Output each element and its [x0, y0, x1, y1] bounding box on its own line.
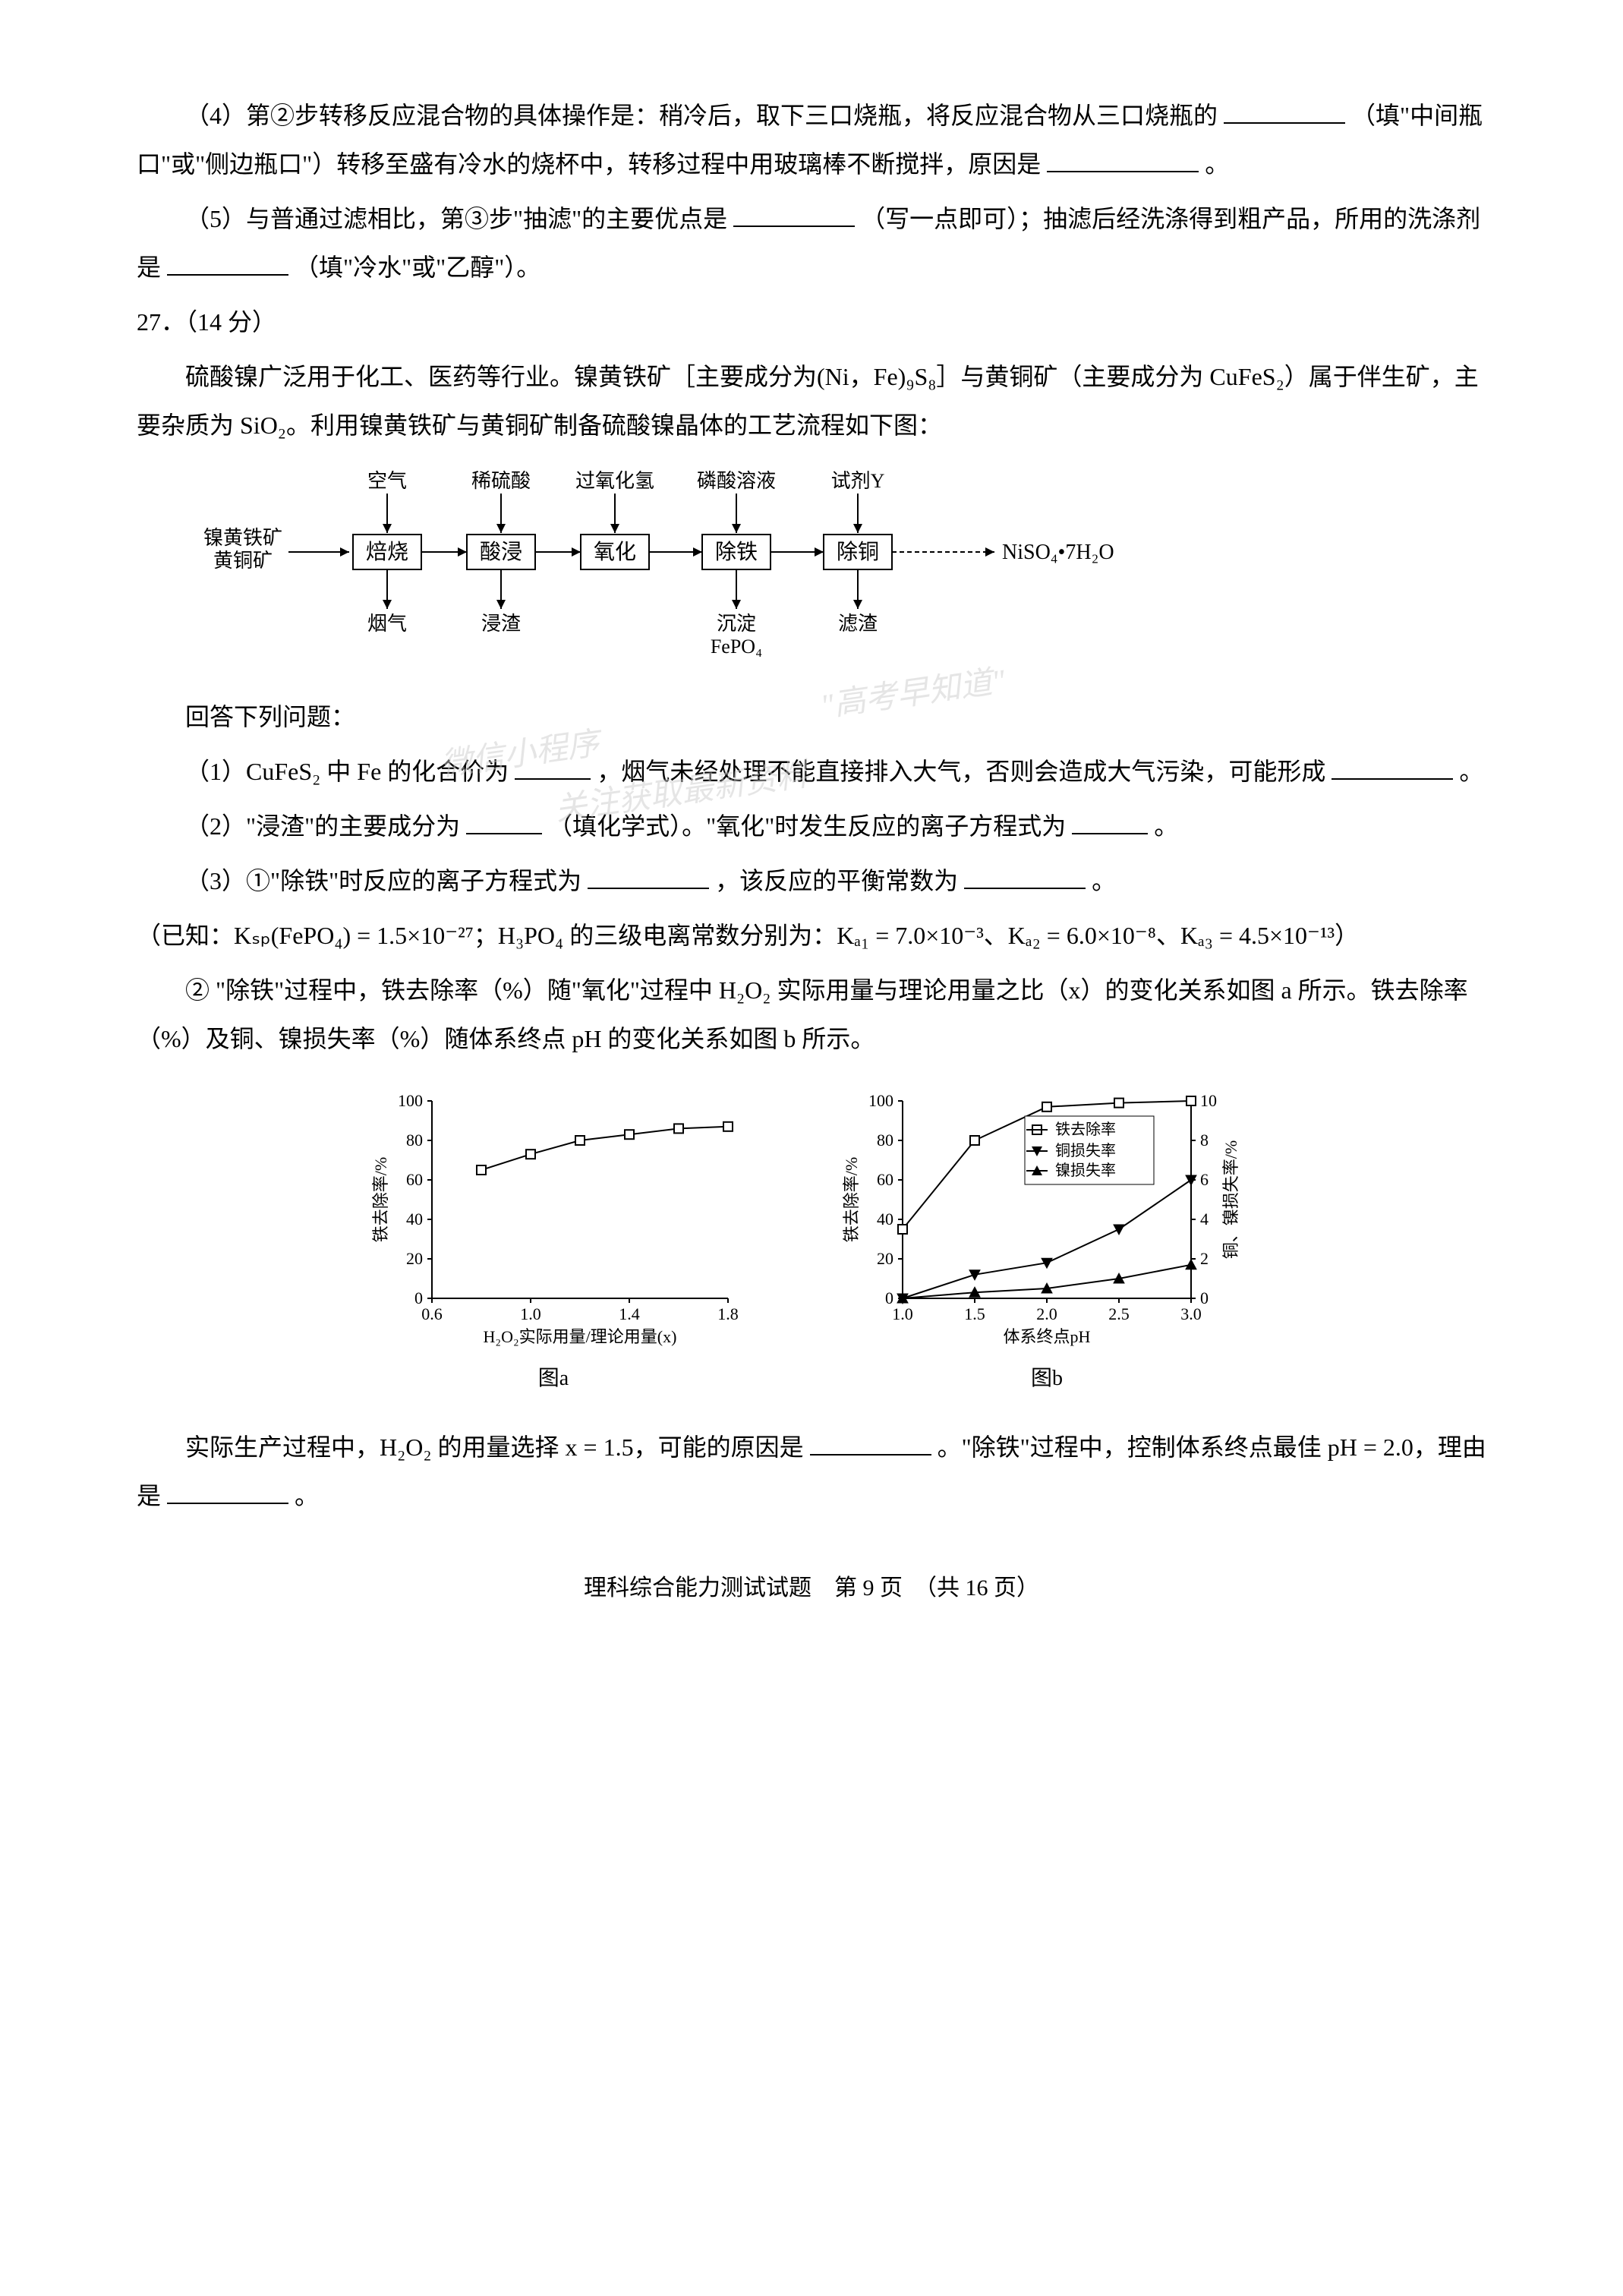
- svg-text:稀硫酸: 稀硫酸: [471, 470, 531, 492]
- svg-text:NiSO₄•7H₂O: NiSO₄•7H₂O: [1002, 541, 1114, 564]
- svg-text:烟气: 烟气: [367, 613, 407, 635]
- svg-text:1.8: 1.8: [717, 1304, 739, 1323]
- chart-b: 02040608010002468101.01.52.02.53.0铁去除率铜损…: [834, 1086, 1259, 1400]
- svg-text:试剂Y: 试剂Y: [831, 470, 885, 492]
- svg-text:H₂O₂实际用量/理论用量(x): H₂O₂实际用量/理论用量(x): [484, 1327, 677, 1346]
- blank: [515, 755, 591, 780]
- text: 。: [295, 1482, 319, 1509]
- chart-a-svg: 0204060801000.61.01.41.8铁去除率/%H₂O₂实际用量/理…: [364, 1086, 743, 1351]
- q27-answer-prompt: 回答下列问题：: [137, 692, 1486, 741]
- svg-text:1.5: 1.5: [964, 1304, 985, 1323]
- text: 实际生产过程中，H₂O₂ 的用量选择 x = 1.5，可能的原因是: [185, 1433, 804, 1461]
- svg-text:80: 80: [406, 1131, 423, 1150]
- text: （2）"浸渣"的主要成分为: [185, 812, 460, 840]
- q27-header: 27．（14 分）: [137, 298, 1486, 346]
- svg-text:沉淀: 沉淀: [717, 613, 756, 635]
- svg-text:黄铜矿: 黄铜矿: [213, 550, 273, 572]
- q27-sub1: （1）CuFeS₂ 中 Fe 的化合价为 ，烟气未经处理不能直接排入大气，否则会…: [137, 747, 1486, 796]
- svg-text:FePO₄: FePO₄: [711, 636, 762, 658]
- text: （填化学式）。"氧化"时发生反应的离子方程式为: [548, 812, 1066, 840]
- blank: [1224, 99, 1345, 124]
- svg-text:除铁: 除铁: [715, 540, 758, 564]
- blank: [1047, 148, 1199, 172]
- q27-sub3-2b: 实际生产过程中，H₂O₂ 的用量选择 x = 1.5，可能的原因是 。"除铁"过…: [137, 1423, 1486, 1520]
- process-flowchart: 空气 稀硫酸 过氧化氢 磷酸溶液 试剂Y 镍黄铁矿 黄铜矿 焙烧: [137, 465, 1486, 677]
- text: 。: [1205, 150, 1229, 178]
- flowchart-svg: 空气 稀硫酸 过氧化氢 磷酸溶液 试剂Y 镍黄铁矿 黄铜矿 焙烧: [137, 465, 1199, 677]
- svg-text:60: 60: [406, 1170, 423, 1189]
- q27-sub3-known: （已知：Kₛₚ(FePO₄) = 1.5×10⁻²⁷；H₃PO₄ 的三级电离常数…: [137, 911, 1486, 960]
- svg-text:1.0: 1.0: [520, 1304, 541, 1323]
- svg-text:焙烧: 焙烧: [366, 540, 408, 564]
- text: （3）①"除铁"时反应的离子方程式为: [185, 867, 581, 894]
- svg-text:80: 80: [877, 1131, 893, 1150]
- svg-text:铜、镍损失率/%: 铜、镍损失率/%: [1221, 1140, 1240, 1259]
- q-prev-5: （5）与普通过滤相比，第③步"抽滤"的主要优点是 （写一点即可）；抽滤后经洗涤得…: [137, 194, 1486, 292]
- charts-container: 0204060801000.61.01.41.8铁去除率/%H₂O₂实际用量/理…: [137, 1086, 1486, 1400]
- svg-text:2.5: 2.5: [1108, 1304, 1130, 1323]
- svg-text:磷酸溶液: 磷酸溶液: [697, 470, 776, 492]
- svg-text:8: 8: [1200, 1131, 1209, 1150]
- text: 。: [1154, 812, 1178, 840]
- svg-text:镍损失率: 镍损失率: [1055, 1162, 1116, 1179]
- svg-text:1.0: 1.0: [892, 1304, 913, 1323]
- q27-sub3-1: （3）①"除铁"时反应的离子方程式为 ，该反应的平衡常数为 。: [137, 856, 1486, 905]
- svg-text:3.0: 3.0: [1180, 1304, 1202, 1323]
- svg-text:6: 6: [1200, 1170, 1209, 1189]
- svg-text:镍黄铁矿: 镍黄铁矿: [203, 527, 282, 549]
- svg-text:40: 40: [877, 1210, 893, 1228]
- blank: [964, 865, 1086, 889]
- svg-text:体系终点pH: 体系终点pH: [1004, 1327, 1091, 1346]
- svg-text:2.0: 2.0: [1036, 1304, 1057, 1323]
- svg-text:铁去除率/%: 铁去除率/%: [371, 1157, 390, 1242]
- page-footer: 理科综合能力测试试题 第 9 页 （共 16 页）: [137, 1566, 1486, 1611]
- svg-text:过氧化氢: 过氧化氢: [575, 470, 654, 492]
- text: （5）与普通过滤相比，第③步"抽滤"的主要优点是: [185, 205, 727, 232]
- text: （填"冷水"或"乙醇"）。: [295, 254, 540, 281]
- text: （4）第②步转移反应混合物的具体操作是：稍冷后，取下三口烧瓶，将反应混合物从三口…: [185, 102, 1218, 129]
- svg-text:空气: 空气: [367, 470, 407, 492]
- text: ，该反应的平衡常数为: [715, 867, 958, 894]
- blank: [167, 1480, 288, 1504]
- svg-text:氧化: 氧化: [594, 540, 636, 564]
- text: （1）CuFeS₂ 中 Fe 的化合价为: [185, 758, 509, 785]
- chart-a-caption: 图a: [364, 1358, 743, 1400]
- svg-text:20: 20: [877, 1249, 893, 1268]
- svg-text:浸渣: 浸渣: [481, 613, 521, 635]
- text: 。: [1459, 758, 1483, 785]
- q27-sub3-2a: ② "除铁"过程中，铁去除率（%）随"氧化"过程中 H₂O₂ 实际用量与理论用量…: [137, 966, 1486, 1063]
- svg-text:除铜: 除铜: [837, 540, 879, 564]
- blank: [1331, 755, 1453, 780]
- svg-text:铁去除率: 铁去除率: [1055, 1121, 1116, 1138]
- svg-text:60: 60: [877, 1170, 893, 1189]
- blank: [167, 251, 288, 276]
- svg-text:酸浸: 酸浸: [480, 540, 522, 564]
- q27-intro: 硫酸镍广泛用于化工、医药等行业。镍黄铁矿［主要成分为(Ni，Fe)₉S₈］与黄铜…: [137, 352, 1486, 449]
- blank: [810, 1431, 931, 1456]
- svg-text:20: 20: [406, 1249, 423, 1268]
- q-prev-4: （4）第②步转移反应混合物的具体操作是：稍冷后，取下三口烧瓶，将反应混合物从三口…: [137, 91, 1486, 188]
- text: 。: [1092, 867, 1116, 894]
- svg-text:铁去除率/%: 铁去除率/%: [842, 1157, 861, 1242]
- svg-text:1.4: 1.4: [619, 1304, 640, 1323]
- svg-text:4: 4: [1200, 1210, 1209, 1228]
- blank: [733, 203, 855, 227]
- svg-text:10: 10: [1200, 1091, 1217, 1110]
- text: ，烟气未经处理不能直接排入大气，否则会造成大气污染，可能形成: [597, 758, 1325, 785]
- svg-text:2: 2: [1200, 1249, 1209, 1268]
- svg-text:100: 100: [868, 1091, 893, 1110]
- chart-b-svg: 02040608010002468101.01.52.02.53.0铁去除率铜损…: [834, 1086, 1259, 1351]
- chart-b-caption: 图b: [834, 1358, 1259, 1400]
- blank: [466, 810, 542, 834]
- svg-text:40: 40: [406, 1210, 423, 1228]
- svg-text:铜损失率: 铜损失率: [1055, 1142, 1116, 1159]
- chart-a: 0204060801000.61.01.41.8铁去除率/%H₂O₂实际用量/理…: [364, 1086, 743, 1400]
- svg-text:100: 100: [398, 1091, 423, 1110]
- blank: [588, 865, 709, 889]
- svg-text:0.6: 0.6: [421, 1304, 443, 1323]
- blank: [1072, 810, 1148, 834]
- svg-text:滤渣: 滤渣: [838, 613, 878, 635]
- q27-sub2: （2）"浸渣"的主要成分为 （填化学式）。"氧化"时发生反应的离子方程式为 。: [137, 802, 1486, 850]
